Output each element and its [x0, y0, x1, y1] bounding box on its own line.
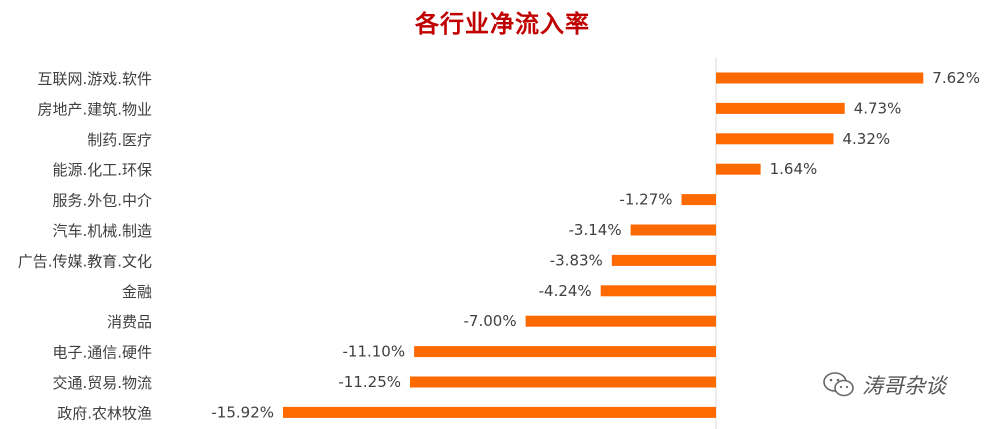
- category-label: 广告.传媒.教育.文化: [18, 252, 152, 270]
- category-label: 电子.通信.硬件: [52, 344, 152, 362]
- labels-group: 7.62% 互联网.游戏.软件 4.73% 房地产.建筑.物业 4.32% 制药.医疗 1.…: [18, 69, 980, 422]
- value-label: -7.00%: [464, 312, 517, 330]
- bar: [525, 315, 716, 327]
- category-label: 服务.外包.中介: [52, 192, 152, 210]
- category-label: 制药.医疗: [87, 131, 152, 149]
- value-label: 4.73%: [854, 99, 902, 117]
- bar: [283, 406, 716, 418]
- bar: [681, 194, 716, 206]
- bars-group: [283, 72, 924, 418]
- bar: [414, 346, 716, 358]
- bar: [600, 285, 716, 297]
- value-label: -3.83%: [550, 251, 603, 269]
- category-label: 汽车.机械.制造: [52, 222, 152, 240]
- bar: [630, 224, 716, 236]
- watermark-text: 涛哥杂谈: [862, 374, 946, 398]
- value-label: -11.25%: [338, 373, 401, 391]
- value-label: 1.64%: [770, 160, 818, 178]
- bar: [716, 133, 834, 145]
- bar: [716, 72, 924, 84]
- category-label: 金融: [122, 283, 152, 301]
- category-label: 交通.贸易.物流: [52, 374, 152, 392]
- value-label: -11.10%: [342, 343, 405, 361]
- watermark: 涛哥杂谈: [822, 370, 946, 400]
- value-label: 4.32%: [843, 130, 891, 148]
- category-label: 消费品: [107, 313, 152, 331]
- bar: [410, 376, 716, 388]
- value-label: -3.14%: [569, 221, 622, 239]
- value-label: -4.24%: [539, 282, 592, 300]
- category-label: 能源.化工.环保: [52, 161, 152, 179]
- chart-title: 各行业净流入率: [415, 10, 590, 38]
- value-label: 7.62%: [932, 69, 980, 87]
- value-label: -1.27%: [619, 191, 672, 209]
- bar: [716, 163, 761, 175]
- wechat-icon: [823, 372, 854, 397]
- category-label: 互联网.游戏.软件: [37, 70, 152, 88]
- category-label: 房地产.建筑.物业: [37, 100, 152, 118]
- value-label: -15.92%: [211, 403, 274, 421]
- bar: [611, 254, 716, 266]
- bar: [716, 102, 845, 114]
- category-label: 政府.农林牧渔: [57, 404, 152, 422]
